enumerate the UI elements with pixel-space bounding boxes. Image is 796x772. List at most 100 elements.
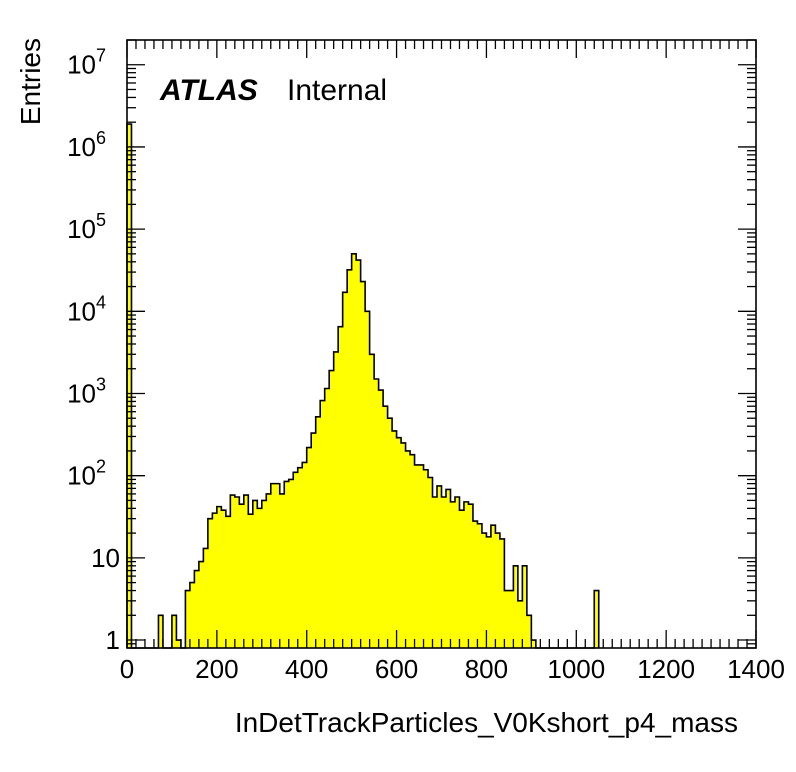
histogram-bar — [189, 582, 195, 648]
histogram-bar — [396, 437, 402, 648]
histogram-bar — [594, 590, 600, 648]
histogram-bar — [437, 485, 442, 648]
histogram-bar — [490, 525, 496, 648]
histogram-bar — [315, 416, 321, 648]
histogram-bar — [499, 538, 505, 648]
histogram-bar — [320, 400, 325, 648]
histogram-bar — [378, 390, 384, 648]
histogram-bar — [284, 481, 290, 648]
x-tick-label: 600 — [375, 654, 418, 684]
histogram-bar — [356, 260, 361, 648]
atlas-label: ATLAS — [159, 74, 258, 107]
y-tick-label: 107 — [67, 46, 106, 80]
histogram-bar — [472, 521, 478, 648]
histogram-outline — [126, 123, 600, 649]
histogram-bar — [266, 493, 272, 648]
y-tick-label: 105 — [67, 210, 106, 244]
x-tick-label: 200 — [195, 654, 238, 684]
y-tick-label: 102 — [67, 457, 106, 491]
histogram-bar — [468, 504, 474, 648]
histogram-bar — [302, 462, 308, 648]
histogram-bar — [212, 513, 218, 648]
histogram-bar — [450, 501, 456, 648]
histogram-bar — [401, 442, 406, 648]
histogram-bar — [481, 533, 487, 648]
histogram-bar — [347, 269, 352, 648]
histogram-bar — [279, 493, 285, 648]
histogram-bar — [383, 406, 388, 648]
y-axis-tick-labels: 1 10 102 103 104 105 106 107 — [67, 46, 120, 655]
histogram-bar — [176, 640, 182, 648]
histogram-bar — [158, 615, 164, 648]
histogram-bar — [306, 447, 312, 648]
histogram-bar — [293, 472, 299, 648]
histogram-bar — [486, 536, 492, 648]
histogram-bar — [513, 565, 519, 648]
histogram-bar — [297, 467, 303, 648]
histogram-bar — [387, 418, 393, 648]
histogram-bar — [216, 506, 222, 648]
histogram-bar — [414, 464, 420, 648]
histogram-bar — [248, 514, 254, 648]
histogram-bar — [338, 326, 343, 648]
histogram-bar — [234, 497, 240, 648]
x-tick-label: 800 — [465, 654, 508, 684]
histogram-bar — [194, 570, 200, 648]
histogram-bar — [531, 640, 537, 648]
y-tick-label: 1 — [106, 625, 120, 655]
x-tick-label: 400 — [285, 654, 328, 684]
x-axis-title: InDetTrackParticles_V0Kshort_p4_mass — [235, 707, 738, 738]
histogram-bar — [463, 501, 469, 648]
histogram-bar — [230, 495, 236, 648]
histogram-bar — [432, 497, 438, 648]
y-axis-title: Entries — [15, 38, 46, 125]
histogram-bar — [203, 548, 209, 648]
histogram-bar — [445, 489, 451, 648]
y-axis-ticks — [127, 39, 756, 649]
histogram-bar — [477, 523, 483, 648]
histogram-bar — [333, 351, 339, 648]
histogram-bar — [360, 281, 366, 648]
histogram-bar — [351, 253, 357, 648]
histogram-bar — [171, 615, 177, 648]
histogram-bar — [405, 450, 411, 648]
histogram-bar — [419, 464, 424, 648]
histogram-bar — [522, 565, 528, 648]
histogram-bar — [221, 510, 227, 648]
histogram-bar — [495, 533, 501, 648]
histogram-bar — [517, 600, 523, 648]
histogram-bars — [127, 124, 600, 649]
histogram-bar — [392, 430, 397, 648]
histogram-bar — [324, 388, 330, 648]
histogram-bar — [410, 454, 415, 648]
histogram-bar — [374, 379, 379, 648]
histogram-bar — [423, 469, 429, 648]
histogram-bar — [207, 518, 213, 648]
histogram-bar — [225, 516, 231, 648]
histogram-bar — [261, 500, 267, 648]
histogram-bar — [198, 561, 204, 648]
histogram-bar — [459, 510, 465, 648]
histogram-bar — [127, 124, 132, 649]
histogram-bar — [454, 497, 460, 648]
histogram-bar — [243, 495, 249, 648]
histogram-bar — [185, 590, 191, 648]
histogram-bar — [369, 354, 375, 648]
y-tick-label: 10 — [91, 543, 120, 573]
internal-label: Internal — [287, 74, 387, 107]
histogram-bar — [252, 500, 258, 648]
histogram-bar — [441, 497, 447, 648]
histogram-bar — [239, 504, 245, 648]
histogram-bar — [504, 590, 510, 648]
y-tick-label: 106 — [67, 128, 106, 162]
x-tick-label: 1200 — [637, 654, 695, 684]
histogram-bar — [428, 477, 433, 648]
y-tick-label: 104 — [67, 292, 106, 326]
histogram-bar — [270, 483, 276, 648]
x-tick-label: 1000 — [547, 654, 605, 684]
histogram-bar — [275, 483, 281, 648]
histogram-bar — [329, 370, 334, 648]
histogram-bar — [311, 433, 316, 648]
histogram-bar — [365, 311, 370, 648]
